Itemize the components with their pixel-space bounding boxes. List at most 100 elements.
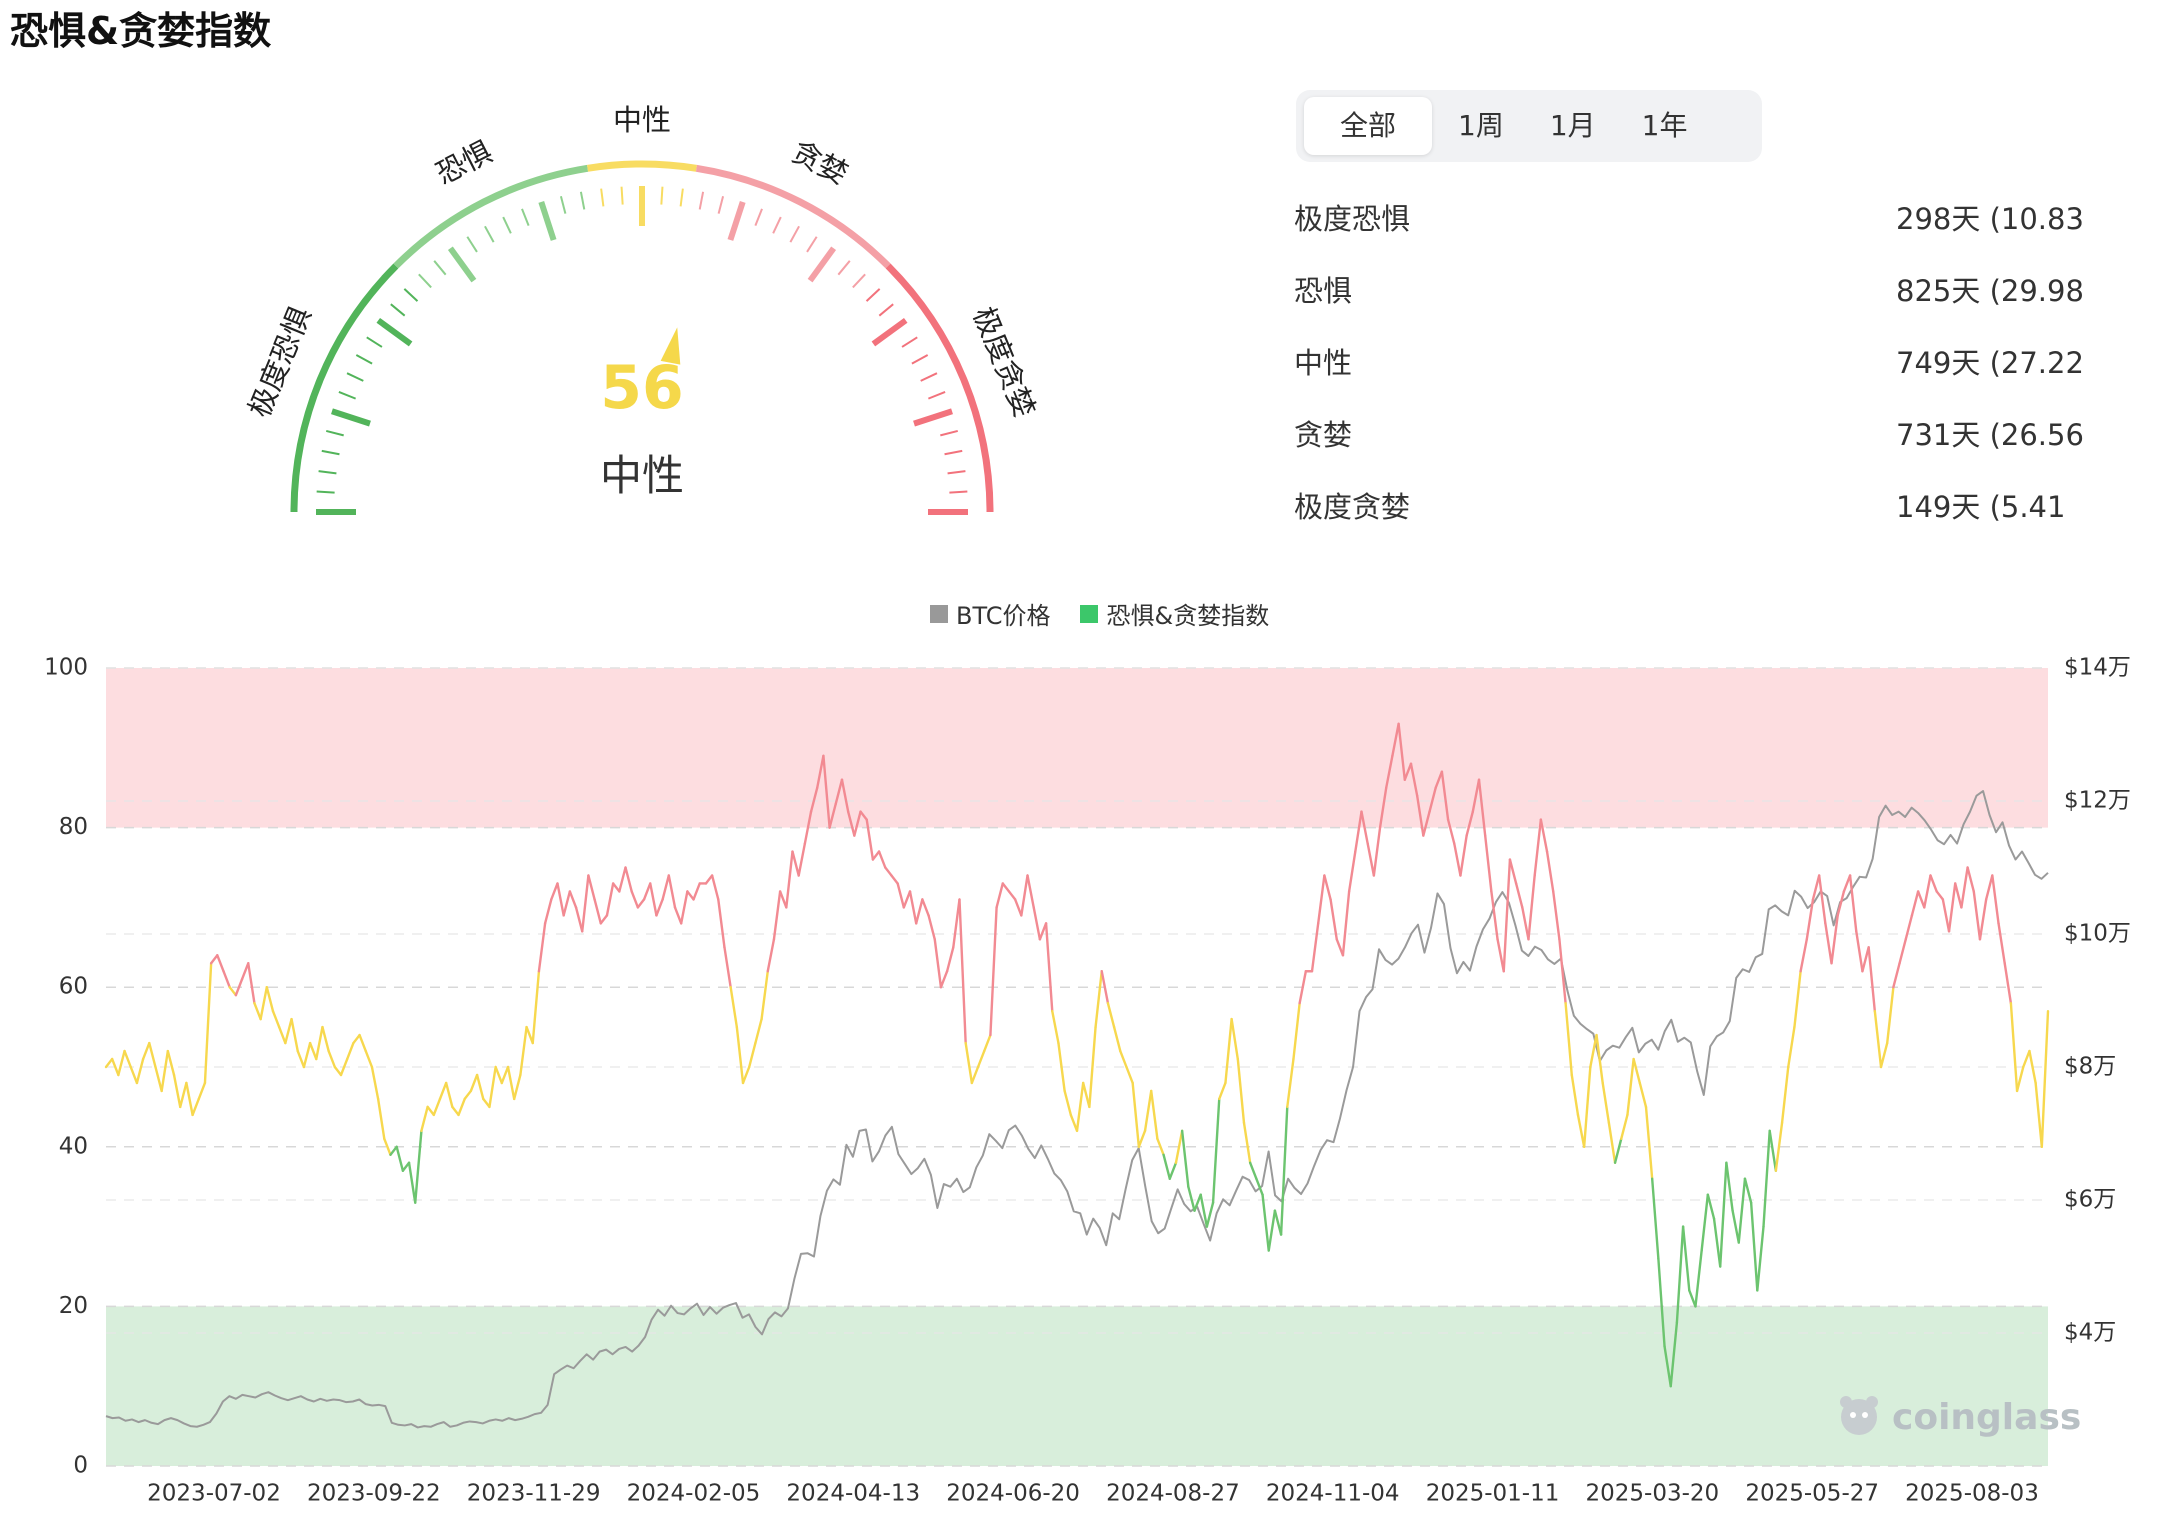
index-segment <box>1595 1033 1604 1085</box>
index-segment <box>2034 1081 2044 1148</box>
index-segment <box>914 898 924 925</box>
stat-label: 极度恐惧 <box>1294 202 1411 236</box>
index-segment <box>1576 1113 1586 1148</box>
legend-item-btc[interactable]: BTC价格 <box>930 596 1050 631</box>
y-right-tick-label: $14万 <box>2064 655 2131 681</box>
y-right-tick-label: $10万 <box>2064 921 2131 947</box>
y-left-tick-label: 0 <box>73 1453 88 1479</box>
index-segment <box>642 882 652 901</box>
index-segment <box>791 850 800 877</box>
index-segment <box>1038 922 1048 941</box>
index-segment <box>1669 1321 1679 1388</box>
index-segment <box>816 754 825 789</box>
index-segment <box>704 874 714 885</box>
legend-swatch-btc <box>930 604 948 623</box>
index-segment <box>729 986 739 1029</box>
index-segment <box>1601 1081 1611 1125</box>
tab-1-week[interactable]: 1周 <box>1458 109 1504 142</box>
index-segment <box>618 866 627 893</box>
index-segment <box>234 978 244 997</box>
index-segment <box>1533 818 1543 877</box>
index-segment <box>995 882 1004 909</box>
index-segment <box>1527 874 1536 941</box>
index-segment <box>1947 882 1957 933</box>
index-segment <box>1706 1193 1716 1220</box>
index-segment <box>1162 1153 1171 1180</box>
index-segment <box>1984 874 1994 901</box>
index-segment <box>1923 874 1932 909</box>
index-segment <box>1341 890 1351 957</box>
gauge-tick <box>928 391 946 400</box>
index-segment <box>673 906 683 925</box>
index-segment <box>1230 1017 1240 1061</box>
index-segment <box>141 1041 151 1061</box>
index-segment <box>265 986 275 1013</box>
arc-greed <box>695 164 891 269</box>
index-segment <box>1749 1201 1759 1292</box>
index-segment <box>1941 898 1951 933</box>
index-segment <box>525 1025 534 1045</box>
gauge-tick <box>754 208 763 226</box>
index-segment <box>865 818 875 861</box>
tab-1-month[interactable]: 1月 <box>1549 109 1596 142</box>
index-segment <box>772 890 782 941</box>
index-segment <box>482 1097 491 1109</box>
tab-all[interactable]: 全部 <box>1304 97 1433 155</box>
gauge-tick <box>390 303 406 317</box>
index-segment <box>1125 1065 1134 1085</box>
index-segment <box>1502 858 1512 973</box>
index-segment <box>1465 810 1475 837</box>
stat-value: 298天 (10.83 <box>1896 202 2084 236</box>
index-segment <box>123 1049 132 1069</box>
index-segment <box>327 1049 337 1069</box>
index-segment <box>1613 1137 1623 1164</box>
stat-row-neutral: 中性 749天 (27.22 <box>1294 334 2158 406</box>
index-segment <box>1607 1121 1617 1164</box>
index-segment <box>104 1057 114 1069</box>
index-segment <box>1719 1161 1728 1268</box>
index-segment <box>253 1001 262 1021</box>
gauge-tick <box>376 317 413 347</box>
index-segment <box>983 1033 992 1053</box>
index-segment <box>927 914 936 941</box>
index-segment <box>500 1065 510 1085</box>
index-segment <box>1273 1209 1283 1236</box>
index-segment <box>1632 1057 1642 1085</box>
index-segment <box>1737 1177 1747 1244</box>
gauge-zone-label: 极度贪婪 <box>966 302 1042 422</box>
legend-item-index[interactable]: 恐惧&贪婪指数 <box>1080 596 1269 631</box>
index-segment <box>921 898 930 917</box>
gauge-tick <box>807 246 837 283</box>
index-segment <box>1248 1161 1258 1180</box>
gauge-tick <box>331 408 371 427</box>
index-segment <box>1112 1025 1122 1053</box>
index-segment <box>605 882 615 917</box>
index-segment <box>376 1097 386 1141</box>
index-segment <box>389 1145 398 1156</box>
index-segment <box>1137 1129 1147 1148</box>
index-segment <box>1675 1225 1685 1324</box>
gauge-tick <box>901 336 918 348</box>
index-segment <box>1440 770 1450 821</box>
index-segment <box>1712 1217 1722 1268</box>
index-segment <box>599 914 609 925</box>
index-segment <box>228 986 238 997</box>
index-segment <box>1069 1113 1079 1133</box>
tab-1-year[interactable]: 1年 <box>1641 109 1688 142</box>
gauge-tick <box>538 201 557 241</box>
gauge-tick <box>355 354 373 365</box>
index-segment <box>1552 890 1561 941</box>
index-segment <box>1286 1057 1295 1109</box>
stats-list: 极度恐惧 298天 (10.83 恐惧 825天 (29.98 中性 749天 … <box>1294 190 2158 550</box>
index-segment <box>890 874 899 885</box>
index-segment <box>222 970 231 989</box>
index-segment <box>197 1081 207 1101</box>
index-segment <box>148 1041 157 1069</box>
index-segment <box>1824 922 1833 965</box>
index-segment <box>1885 986 1895 1045</box>
index-segment <box>284 1017 293 1045</box>
index-segment <box>2015 1065 2025 1093</box>
index-segment <box>1310 922 1320 973</box>
index-segment <box>1892 962 1901 989</box>
